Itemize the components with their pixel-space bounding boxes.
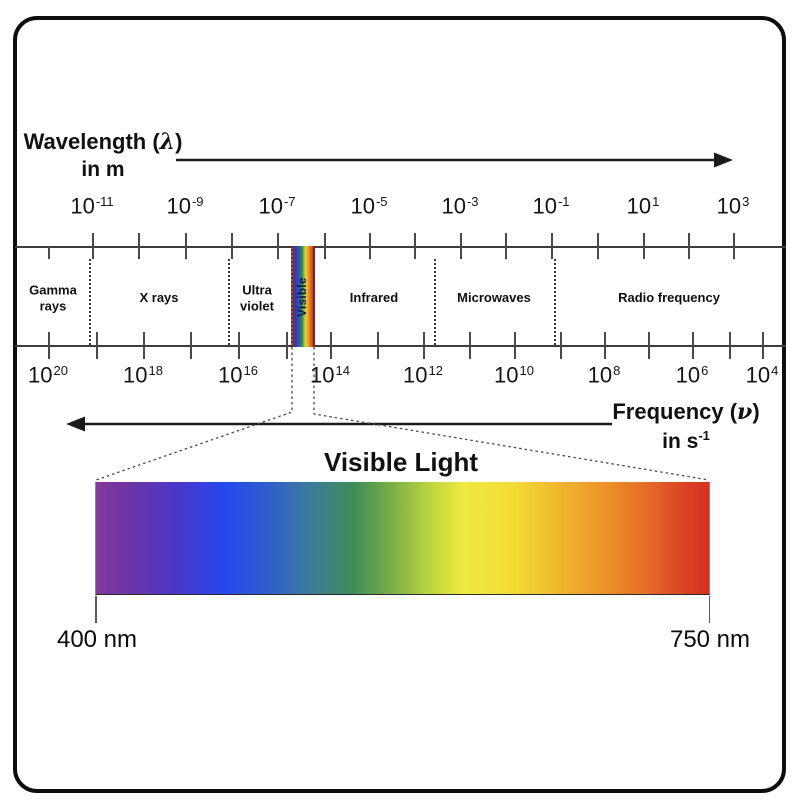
wavelength-axis-unit: in m bbox=[81, 158, 125, 181]
band-label-gamma-rays: Gamma rays bbox=[29, 282, 77, 313]
min-wavelength-label: 400 nm bbox=[56, 626, 138, 653]
band-label-x-rays: X rays bbox=[139, 290, 179, 306]
visible-light-title: Visible Light bbox=[323, 447, 479, 477]
wavelength-tick bbox=[277, 233, 279, 259]
wavelength-tick-label: 101 bbox=[626, 193, 660, 219]
frequency-tick-label: 1014 bbox=[310, 362, 350, 388]
wavelength-tick bbox=[231, 233, 233, 259]
frequency-axis-header: Frequency (ν) in s-1 bbox=[608, 399, 764, 454]
wavelength-tick bbox=[643, 233, 645, 259]
wavelength-tick bbox=[138, 233, 140, 259]
frequency-tick bbox=[423, 332, 425, 359]
lambda-symbol: λ bbox=[159, 129, 176, 155]
diagram-border bbox=[13, 16, 786, 793]
frequency-tick bbox=[286, 332, 288, 359]
frequency-tick-label: 1012 bbox=[403, 362, 443, 388]
wavelength-tick bbox=[92, 233, 94, 259]
frequency-tick bbox=[96, 332, 98, 359]
wavelength-tick-label: 103 bbox=[716, 193, 750, 219]
frequency-tick bbox=[648, 332, 650, 359]
frequency-tick-label: 1018 bbox=[123, 362, 163, 388]
wavelength-tick-label: 10-7 bbox=[258, 193, 296, 219]
wavelength-tick-label: 10-5 bbox=[350, 193, 388, 219]
band-label-infrared: Infrared bbox=[349, 290, 399, 306]
frequency-tick bbox=[377, 332, 379, 359]
visible-band-label: Visible bbox=[297, 276, 309, 317]
band-label-ultraviolet: Ultra violet bbox=[240, 282, 274, 313]
nu-symbol: ν bbox=[737, 399, 753, 425]
visible-band-strip: Visible bbox=[291, 246, 315, 347]
band-divider bbox=[228, 259, 230, 345]
frequency-tick bbox=[190, 332, 192, 359]
frequency-tick bbox=[604, 332, 606, 359]
frequency-tick-label: 1016 bbox=[218, 362, 258, 388]
band-divider bbox=[554, 259, 556, 345]
wavelength-tick bbox=[185, 233, 187, 259]
band-divider bbox=[89, 259, 91, 345]
min-wavelength-tick bbox=[95, 596, 97, 623]
wavelength-tick-label: 10-1 bbox=[532, 193, 570, 219]
frequency-tick bbox=[514, 332, 516, 359]
wavelength-tick bbox=[733, 233, 735, 259]
band-divider bbox=[434, 259, 436, 345]
frequency-tick bbox=[692, 332, 694, 359]
visible-light-spectrum-bar bbox=[95, 482, 710, 595]
frequency-tick bbox=[469, 332, 471, 359]
wavelength-tick-label: 10-3 bbox=[441, 193, 479, 219]
wavelength-tick bbox=[460, 233, 462, 259]
max-wavelength-tick bbox=[708, 596, 710, 623]
wavelength-axis-header: Wavelength (λ) in m bbox=[22, 129, 184, 182]
bottom-ruler-line bbox=[15, 345, 786, 347]
frequency-tick-label: 106 bbox=[675, 362, 709, 388]
frequency-tick bbox=[729, 332, 731, 359]
frequency-axis-title: Frequency (ν) bbox=[612, 399, 760, 425]
wavelength-axis-title: Wavelength (λ) bbox=[23, 129, 183, 155]
wavelength-tick bbox=[505, 233, 507, 259]
max-wavelength-label: 750 nm bbox=[669, 626, 751, 653]
frequency-tick bbox=[330, 332, 332, 359]
frequency-tick-label: 104 bbox=[745, 362, 779, 388]
wavelength-tick bbox=[369, 233, 371, 259]
frequency-tick-label: 108 bbox=[587, 362, 621, 388]
frequency-tick bbox=[762, 332, 764, 359]
band-label-microwaves: Microwaves bbox=[457, 290, 531, 306]
wavelength-tick bbox=[414, 233, 416, 259]
frequency-tick bbox=[560, 332, 562, 359]
top-ruler-line bbox=[15, 246, 786, 248]
frequency-tick bbox=[238, 332, 240, 359]
frequency-tick bbox=[48, 332, 50, 359]
frequency-tick bbox=[143, 332, 145, 359]
wavelength-tick-label: 10-9 bbox=[166, 193, 204, 219]
band-label-radio-frequency: Radio frequency bbox=[618, 290, 720, 306]
wavelength-tick bbox=[324, 233, 326, 259]
frequency-tick-label: 1020 bbox=[28, 362, 68, 388]
wavelength-half-tick bbox=[48, 247, 50, 259]
frequency-axis-unit: in s-1 bbox=[662, 428, 710, 453]
wavelength-tick bbox=[551, 233, 553, 259]
frequency-tick-label: 1010 bbox=[494, 362, 534, 388]
wavelength-tick bbox=[597, 233, 599, 259]
wavelength-tick-label: 10-11 bbox=[70, 193, 114, 219]
wavelength-tick bbox=[688, 233, 690, 259]
